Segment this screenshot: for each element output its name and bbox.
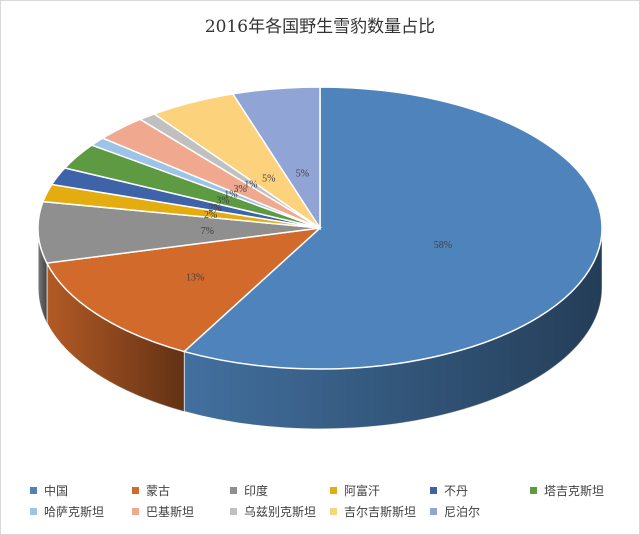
slice-0-side-shade — [184, 228, 603, 429]
slice-8-label: 1% — [244, 179, 257, 190]
slice-1-side-shade — [46, 263, 185, 412]
slice-6-label: 1% — [224, 189, 237, 200]
slice-1-label: 13% — [186, 272, 204, 283]
slice-2-label: 7% — [201, 226, 214, 237]
slice-5-label: 3% — [216, 195, 229, 206]
slice-0-label: 58% — [434, 240, 452, 251]
slice-4-label: 2% — [208, 203, 221, 214]
slice-3-label: 2% — [204, 210, 217, 221]
slice-7-label: 3% — [234, 184, 247, 195]
slice-2-side-shade — [38, 228, 47, 324]
slice-10-尼泊尔 — [231, 86, 321, 231]
slice-0-中国 — [182, 86, 603, 370]
slice-9-label: 5% — [262, 174, 275, 185]
slice-2-印度 — [37, 200, 321, 264]
chart-title: 2016年各国野生雪豹数量占比 — [204, 17, 436, 37]
slice-10-label: 5% — [296, 168, 309, 179]
slice-1-蒙古 — [45, 226, 323, 353]
